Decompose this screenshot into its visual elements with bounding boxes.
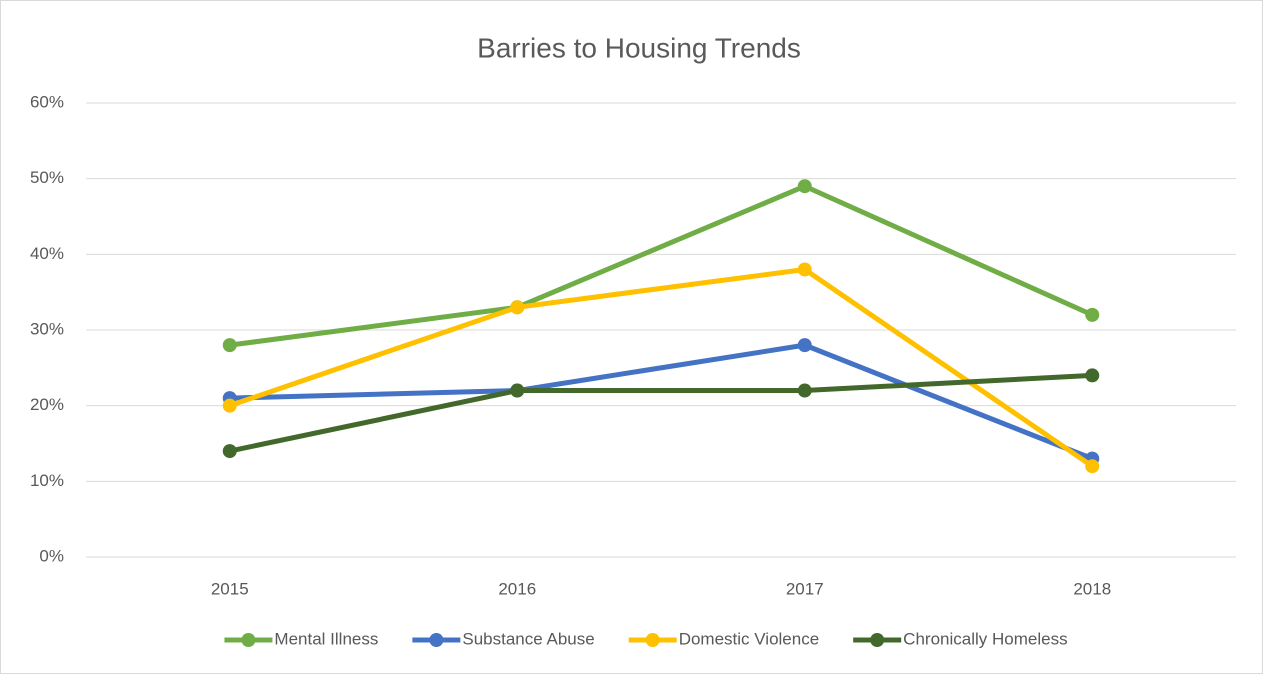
- series-line: [227, 372, 1095, 454]
- data-point: [797, 383, 812, 398]
- y-tick-label: 50%: [30, 168, 64, 187]
- legend-label: Domestic Violence: [679, 629, 819, 648]
- x-tick-label: 2016: [498, 579, 536, 598]
- y-tick-label: 30%: [30, 319, 64, 338]
- series-line: [227, 183, 1095, 348]
- data-point: [1085, 307, 1100, 322]
- y-tick-label: 0%: [39, 546, 64, 565]
- legend-marker: [429, 633, 444, 647]
- data-point: [222, 338, 237, 353]
- legend-label: Chronically Homeless: [903, 629, 1067, 648]
- legend: Mental Illness Substance Abuse Domestic Vi…: [224, 629, 1068, 648]
- legend-label: Substance Abuse: [462, 629, 594, 648]
- legend-label: Mental Illness: [274, 629, 378, 648]
- x-tick-label: 2015: [211, 579, 249, 598]
- data-point: [1085, 368, 1100, 383]
- y-tick-label: 60%: [30, 92, 64, 111]
- legend-marker: [241, 633, 256, 647]
- x-tick-label: 2018: [1073, 579, 1111, 598]
- data-point: [510, 300, 525, 315]
- y-tick-label: 20%: [30, 395, 64, 414]
- data-point: [797, 338, 812, 353]
- data-point: [510, 383, 525, 398]
- x-tick-label: 2017: [786, 579, 824, 598]
- chart-title: Barries to Housing Trends: [477, 32, 801, 63]
- data-point: [797, 179, 812, 194]
- data-point: [222, 444, 237, 459]
- y-tick-label: 10%: [30, 471, 64, 490]
- y-tick-label: 40%: [30, 244, 64, 263]
- data-point: [222, 398, 237, 413]
- series-line: [227, 342, 1095, 462]
- legend-marker: [870, 633, 885, 647]
- series-line: [227, 266, 1095, 469]
- data-point: [797, 262, 812, 277]
- legend-marker: [645, 633, 660, 647]
- data-point: [1085, 459, 1100, 474]
